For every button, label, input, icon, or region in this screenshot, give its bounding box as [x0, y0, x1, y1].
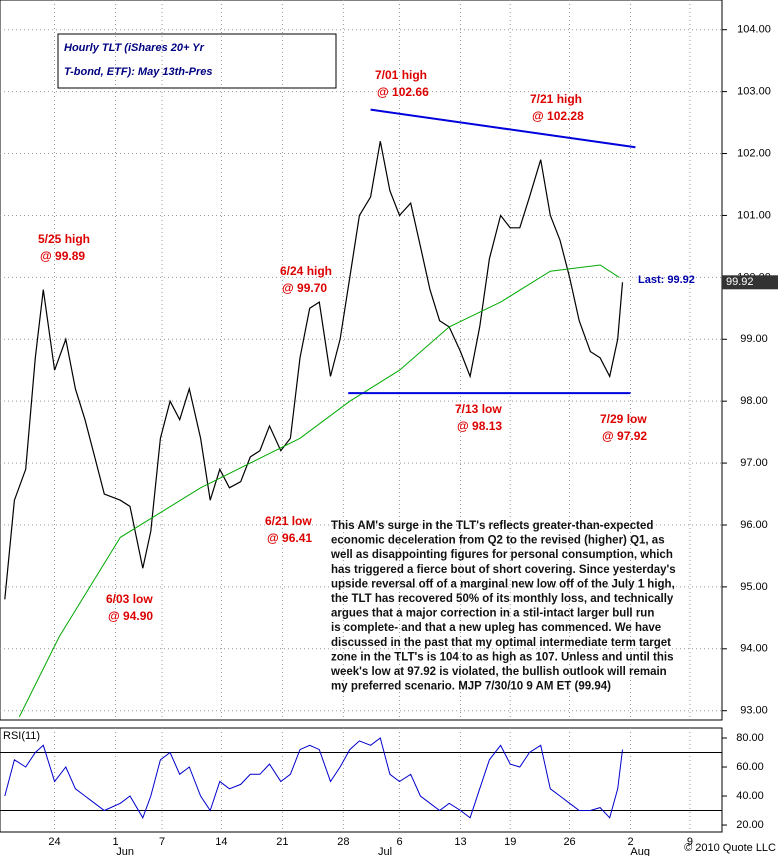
y-tick-label: 97.00	[740, 457, 768, 469]
rsi-label: RSI(11)	[3, 730, 40, 742]
x-tick-label: 26	[563, 836, 575, 848]
annotation: 7/29 low	[600, 412, 647, 426]
x-tick-label: 14	[215, 836, 227, 848]
annotation: @ 94.90	[108, 609, 153, 623]
rsi-tick-label: 80.00	[736, 732, 764, 744]
y-tick-label: 98.00	[740, 395, 768, 407]
x-tick-label: 1	[112, 836, 118, 848]
y-tick-label: 99.00	[740, 333, 768, 345]
x-tick-label: 6	[396, 836, 402, 848]
y-tick-label: 93.00	[740, 705, 768, 717]
annotation: 5/25 high	[38, 232, 90, 246]
month-label: Jun	[116, 846, 134, 856]
copyright: © 2010 Quote LLC	[684, 842, 776, 854]
annotation: @ 102.66	[377, 85, 429, 99]
month-label: Aug	[630, 846, 650, 856]
annotation: 7/21 high	[530, 92, 582, 106]
rsi-tick-label: 40.00	[736, 790, 764, 802]
commentary: zone in the TLT's is 104 to as high as 1…	[331, 651, 673, 663]
x-tick-label: 24	[48, 836, 60, 848]
annotation: 6/21 low	[265, 514, 312, 528]
last-label: 99.92	[726, 276, 754, 288]
month-label: Jul	[378, 846, 392, 856]
rsi-panel	[0, 727, 723, 833]
rsi-tick-label: 60.00	[736, 761, 764, 773]
rsi-line	[4, 737, 623, 819]
commentary: is complete- and that a new upleg has co…	[331, 622, 661, 634]
commentary: my preferred scenario. MJP 7/30/10 9 AM …	[331, 681, 611, 693]
commentary: the TLT has recovered 50% of its monthly…	[331, 593, 674, 605]
annotation: 7/13 low	[455, 402, 502, 416]
annotation: 6/24 high	[280, 264, 332, 278]
x-tick-label: 28	[337, 836, 349, 848]
trendline	[370, 108, 636, 149]
commentary: economic deceleration from Q2 to the rev…	[331, 535, 665, 547]
annotation: @ 97.92	[602, 429, 647, 443]
commentary: discussed in the past that my optimal in…	[331, 637, 671, 649]
price-line	[4, 141, 624, 600]
last-box	[722, 275, 778, 290]
annotation: 7/01 high	[375, 68, 427, 82]
price-line	[18, 264, 620, 718]
chart-title: Hourly TLT (iShares 20+ Yr	[64, 42, 205, 54]
chart-title: T-bond, ETF): May 13th-Pres	[64, 66, 213, 78]
commentary: argues that a major correction in a stil…	[331, 608, 654, 620]
x-tick-label: 7	[159, 836, 165, 848]
x-tick-label: 9	[687, 836, 693, 848]
commentary: well as disappointing figures for person…	[330, 549, 673, 561]
annotation: @ 99.70	[282, 281, 327, 295]
commentary: This AM's surge in the TLT's reflects gr…	[331, 520, 653, 532]
x-tick-label: 13	[454, 836, 466, 848]
annotation: @ 98.13	[457, 419, 502, 433]
y-tick-label: 102.00	[737, 147, 771, 159]
y-tick-label: 95.00	[740, 581, 768, 593]
y-tick-label: 101.00	[737, 209, 771, 221]
y-tick-label: 103.00	[737, 86, 771, 98]
y-tick-label: 94.00	[740, 643, 768, 655]
title-box	[57, 33, 337, 89]
x-tick-label: 21	[276, 836, 288, 848]
y-tick-label: 104.00	[737, 24, 771, 36]
commentary: has triggered a fierce bout of short cov…	[331, 564, 676, 576]
annotation: @ 99.89	[40, 249, 85, 263]
rsi-tick-label: 20.00	[736, 819, 764, 831]
commentary: week's low at 97.92 is violated, the bul…	[330, 666, 667, 678]
last-text: Last: 99.92	[638, 274, 695, 286]
annotation: @ 96.41	[267, 531, 312, 545]
x-tick-label: 19	[504, 836, 516, 848]
y-tick-label: 96.00	[740, 519, 768, 531]
commentary: upside reversal off of a marginal new lo…	[331, 578, 675, 590]
annotation: 6/03 low	[106, 592, 153, 606]
annotation: @ 102.28	[532, 109, 584, 123]
x-tick-label: 2	[627, 836, 633, 848]
